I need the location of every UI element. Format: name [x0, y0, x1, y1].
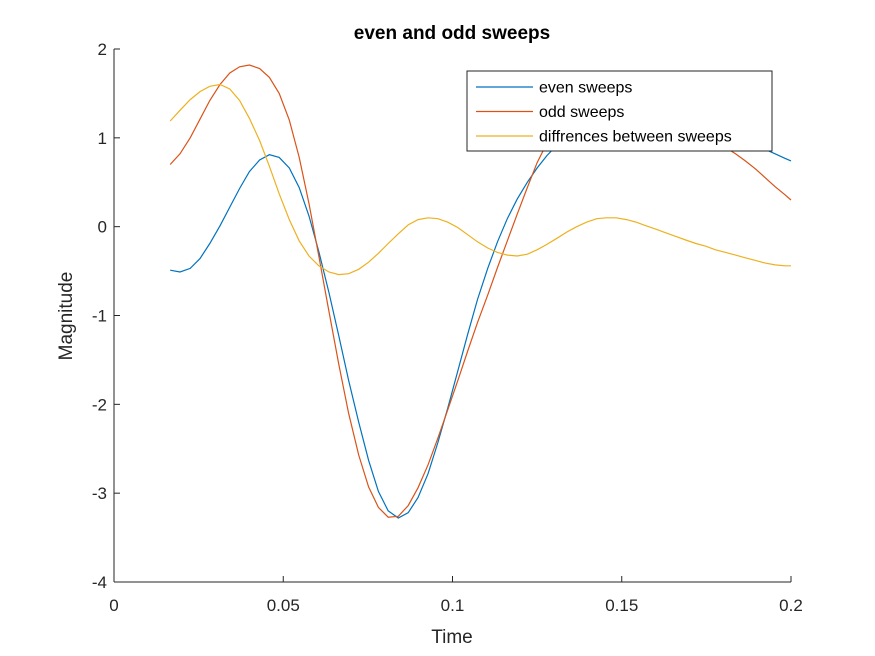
y-axis-label: Magnitude	[56, 272, 77, 361]
y-tick-label: 1	[98, 129, 107, 148]
y-tick-label: -1	[92, 307, 107, 326]
x-axis-ticks: 0 0.05 0.1 0.15 0.2	[109, 576, 803, 615]
legend-items: even sweeps odd sweeps diffrences between …	[476, 80, 732, 146]
x-tick-label: 0	[109, 596, 118, 615]
x-axis-label: Time	[431, 627, 473, 648]
x-tick-label: 0.2	[779, 596, 803, 615]
legend-entry-label: diffrences between sweeps	[539, 129, 732, 146]
x-tick-label: 0.15	[605, 596, 638, 615]
legend-entry-label: odd sweeps	[539, 104, 624, 121]
legend: even sweeps odd sweeps diffrences between …	[466, 70, 773, 152]
y-tick-label: 0	[98, 218, 107, 237]
x-tick-label: 0.1	[441, 596, 465, 615]
y-tick-label: 2	[98, 40, 107, 59]
y-tick-label: -4	[92, 573, 107, 592]
y-tick-label: -2	[92, 395, 107, 414]
y-axis-ticks: 2 1 0 -1 -2 -3 -4	[92, 40, 120, 592]
series-line-diffrences-between-sweeps	[169, 83, 791, 276]
x-tick-label: 0.05	[267, 596, 300, 615]
legend-entry-label: even sweeps	[539, 80, 632, 97]
y-tick-label: -3	[92, 484, 107, 503]
chart-title: even and odd sweeps	[354, 23, 550, 44]
